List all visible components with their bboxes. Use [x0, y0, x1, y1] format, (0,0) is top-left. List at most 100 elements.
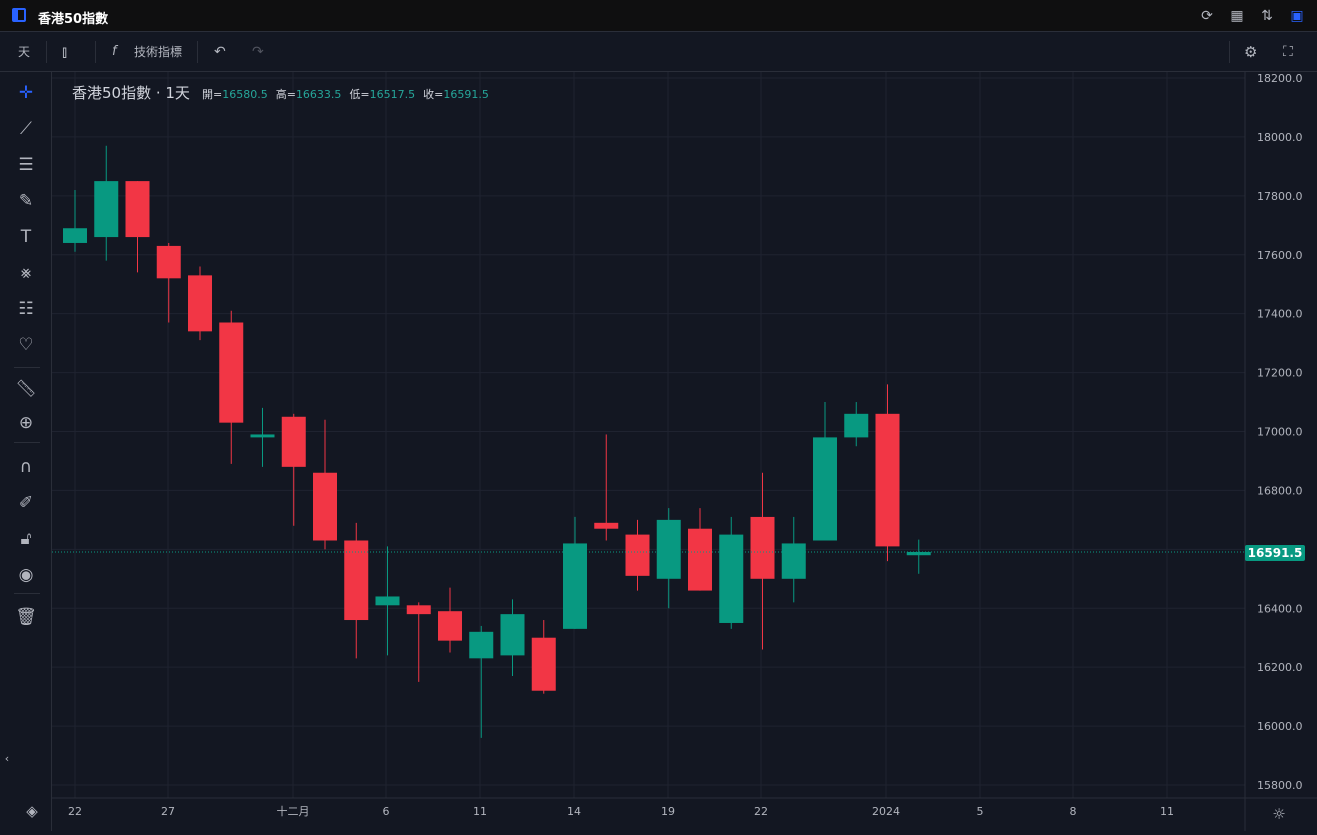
- y-tick-label: 16000.0: [1257, 720, 1303, 733]
- window-title: 香港50指數: [38, 12, 109, 27]
- undo-icon[interactable]: ↶: [214, 44, 226, 60]
- top-toolbar: 天 ⫾ f 技術指標 ↶ ↷ ⚙ ⛶: [0, 32, 1317, 72]
- candle-body[interactable]: [125, 181, 150, 238]
- candle-body[interactable]: [500, 614, 525, 656]
- title-bar: 香港50指數 ⟳ ▦ ⇅ ▣: [0, 0, 1317, 32]
- chart-background: [52, 72, 1317, 831]
- zoom-in-icon[interactable]: ⊕: [18, 413, 34, 433]
- candle-body[interactable]: [781, 543, 806, 579]
- x-tick-label: 11: [1160, 805, 1174, 818]
- settings-gear-icon[interactable]: ⚙: [1244, 43, 1258, 61]
- ohlc-close: 收=16591.5: [423, 88, 489, 101]
- toolbar-divider: [95, 41, 96, 63]
- pattern-icon[interactable]: ⨳: [20, 263, 32, 283]
- x-tick-label: 22: [68, 805, 82, 818]
- function-icon[interactable]: f: [112, 44, 117, 59]
- indicators-button[interactable]: 技術指標: [134, 45, 183, 59]
- y-tick-label: 18200.0: [1257, 72, 1303, 85]
- candle-body[interactable]: [63, 228, 87, 243]
- last-price-tag: 16591.5: [1245, 545, 1305, 561]
- horizontal-lines-icon[interactable]: ☰: [18, 155, 34, 175]
- candle-body[interactable]: [875, 413, 900, 547]
- candle-body[interactable]: [625, 534, 650, 576]
- candle-body[interactable]: [344, 540, 369, 621]
- candle-body[interactable]: [219, 322, 244, 423]
- candle-body[interactable]: [750, 516, 775, 579]
- candle-body[interactable]: [94, 181, 119, 238]
- ohlc-open: 開=16580.5: [202, 88, 268, 101]
- x-tick-label: 22: [754, 805, 768, 818]
- ruler-icon[interactable]: 📏︎: [15, 379, 37, 399]
- candle-body[interactable]: [375, 596, 400, 606]
- candle-body[interactable]: [594, 522, 619, 529]
- heart-icon[interactable]: ♡: [18, 335, 34, 355]
- axis-settings-icon[interactable]: ☼: [1272, 805, 1285, 823]
- toolbar-divider: [46, 41, 47, 63]
- candle-body[interactable]: [156, 245, 181, 279]
- y-tick-label: 15800.0: [1257, 779, 1303, 792]
- tool-divider: [14, 367, 40, 368]
- refresh-icon[interactable]: ⟳: [1201, 8, 1213, 24]
- crosshair-icon[interactable]: ✛: [18, 83, 34, 103]
- x-tick-label: 十二月: [277, 804, 310, 818]
- y-tick-label: 16400.0: [1257, 602, 1303, 615]
- layers-icon[interactable]: ◈: [26, 802, 38, 820]
- y-tick-label: 18000.0: [1257, 131, 1303, 144]
- unlock-icon[interactable]: 🔓︎: [20, 529, 32, 549]
- title-bar-actions: ⟳ ▦ ⇅ ▣: [1197, 6, 1307, 26]
- interval-button[interactable]: 天: [18, 45, 31, 59]
- magnet-icon[interactable]: ∩: [19, 457, 33, 477]
- candle-body[interactable]: [469, 631, 494, 659]
- panel-toggle-icon[interactable]: [12, 8, 26, 22]
- candle-body[interactable]: [656, 519, 681, 579]
- y-tick-label: 16200.0: [1257, 661, 1303, 674]
- y-tick-label: 17000.0: [1257, 426, 1303, 439]
- candle-body[interactable]: [281, 416, 306, 467]
- ohlc-high: 高=16633.5: [275, 88, 342, 101]
- x-tick-label: 27: [161, 805, 175, 818]
- candle-body[interactable]: [406, 605, 431, 615]
- x-tick-label: 2024: [872, 805, 900, 818]
- y-tick-label: 17800.0: [1257, 190, 1303, 203]
- y-tick-label: 17400.0: [1257, 308, 1303, 321]
- sort-icon[interactable]: ⇅: [1261, 8, 1273, 24]
- sidebar-right-icon[interactable]: ▣: [1290, 8, 1304, 24]
- x-tick-label: 8: [1070, 805, 1077, 818]
- x-tick-label: 5: [977, 805, 984, 818]
- fullscreen-icon[interactable]: ⛶: [1283, 44, 1293, 60]
- candlestick-chart[interactable]: 18200.0 18000.0 17800.0 17600.0 17400.0 17200…: [52, 72, 1317, 831]
- candle-body[interactable]: [844, 413, 869, 438]
- candle-body[interactable]: [719, 534, 744, 623]
- candle-body[interactable]: [531, 637, 556, 691]
- y-tick-label: 16800.0: [1257, 484, 1303, 497]
- collapse-chevron-icon[interactable]: ‹: [4, 752, 10, 765]
- brush-icon[interactable]: ✎: [18, 191, 34, 211]
- lock-drawing-icon[interactable]: ✐: [18, 493, 34, 513]
- prediction-icon[interactable]: ☷: [18, 299, 34, 319]
- eye-icon[interactable]: ◉: [18, 565, 34, 585]
- candle-body[interactable]: [563, 543, 587, 629]
- chart-area[interactable]: 18200.0 18000.0 17800.0 17600.0 17400.0 17200…: [52, 72, 1317, 831]
- toolbar-divider: [197, 41, 198, 63]
- x-tick-label: 14: [567, 805, 581, 818]
- candle-body[interactable]: [250, 434, 275, 438]
- symbol-legend: 香港50指數 · 1天: [72, 84, 190, 102]
- ohlc-low: 低=16517.5: [349, 88, 416, 101]
- trend-line-icon[interactable]: ⟋: [20, 119, 32, 139]
- y-tick-label: 17600.0: [1257, 249, 1303, 262]
- candle-type-icon[interactable]: ⫾: [62, 42, 68, 61]
- x-tick-label: 11: [473, 805, 487, 818]
- text-tool-icon[interactable]: T: [20, 227, 32, 247]
- candle-body[interactable]: [438, 611, 462, 641]
- candle-body[interactable]: [906, 551, 931, 556]
- x-tick-label: 19: [661, 805, 675, 818]
- ohlc-values: 開=16580.5 高=16633.5 低=16517.5 收=16591.5: [202, 86, 489, 102]
- candle-body[interactable]: [313, 472, 337, 541]
- candle-body[interactable]: [813, 437, 837, 541]
- redo-icon[interactable]: ↷: [252, 44, 264, 60]
- trash-icon[interactable]: 🗑︎: [15, 607, 37, 627]
- layout-grid-icon[interactable]: ▦: [1230, 8, 1244, 24]
- tool-divider: [14, 442, 40, 443]
- candle-body[interactable]: [188, 275, 212, 332]
- candle-body[interactable]: [688, 528, 712, 591]
